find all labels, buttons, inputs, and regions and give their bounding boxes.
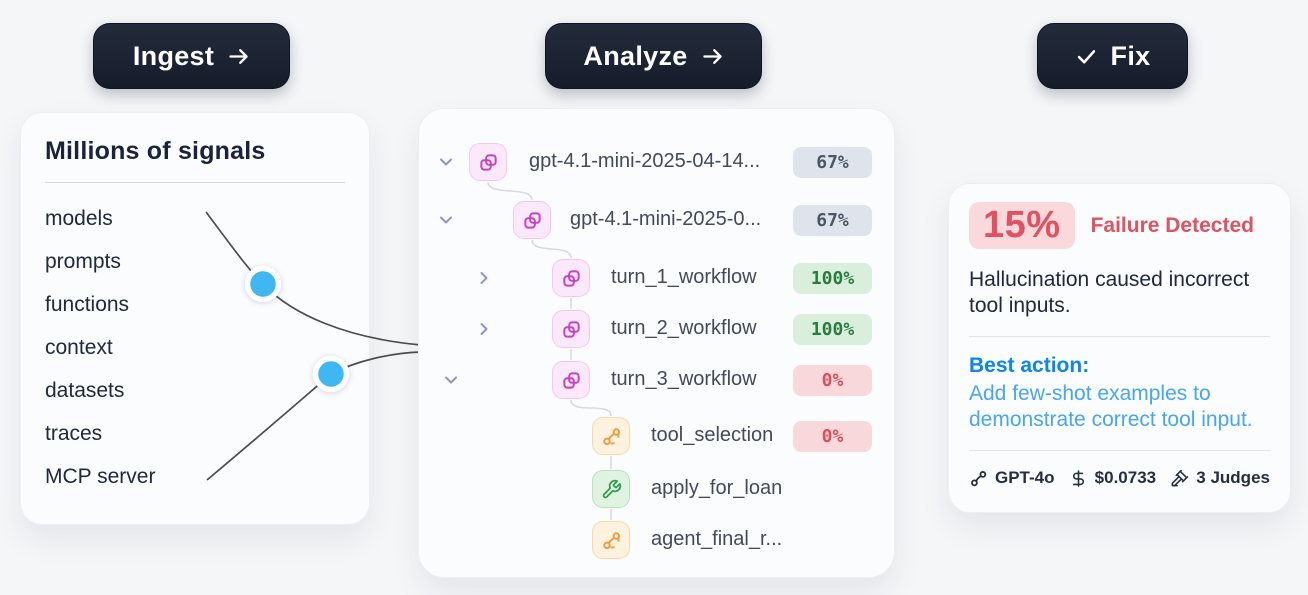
gavel-icon [1170, 469, 1189, 488]
signals-card: Millions of signals models prompts functio… [20, 112, 370, 525]
footer-stat-text: $0.0733 [1094, 468, 1157, 488]
check-icon [1077, 49, 1095, 64]
chevron-down-icon[interactable] [437, 153, 455, 171]
insight-footer: GPT-4o $0.0733 3 Judges [969, 468, 1270, 488]
signal-item: models [45, 206, 113, 230]
chevron-right-icon[interactable] [475, 320, 493, 338]
chevron-down-icon[interactable] [442, 371, 460, 389]
signal-item: traces [45, 421, 103, 445]
signal-item: functions [45, 292, 130, 316]
arrow-right-icon [702, 48, 722, 64]
divider [969, 450, 1270, 452]
failure-detected-label: Failure Detected [1090, 213, 1254, 237]
ingest-label: Ingest [132, 40, 215, 71]
chevron-down-icon[interactable] [437, 211, 455, 229]
best-action-label: Best action: [969, 354, 1090, 378]
trace-tree: gpt-4.1-mini-2025-04-14... 67% gpt-4.1-min… [419, 109, 894, 577]
analyze-button[interactable]: Analyze [545, 23, 762, 89]
footer-stat-text: GPT-4o [995, 468, 1055, 488]
divider [969, 336, 1270, 338]
failure-header: 15% Failure Detected [969, 202, 1270, 249]
signal-item: prompts [45, 249, 121, 273]
divider [45, 182, 345, 183]
fix-label: Fix [1110, 40, 1151, 71]
arrow-right-icon [229, 48, 248, 64]
signal-item: context [45, 335, 113, 359]
model-nodes-icon [969, 469, 988, 488]
dollar-icon [1069, 469, 1088, 488]
tree-connectors [487, 181, 612, 520]
footer-stat: 3 Judges [1170, 468, 1270, 488]
failure-description: Hallucination caused incorrect tool inpu… [969, 268, 1250, 318]
footer-stat: GPT-4o [969, 468, 1055, 488]
signal-item: datasets [45, 378, 125, 402]
footer-stat-text: 3 Judges [1196, 468, 1270, 488]
failure-rate-badge: 15% [969, 202, 1075, 249]
signal-item: MCP server [45, 464, 156, 488]
footer-stat: $0.0733 [1069, 468, 1156, 488]
insight-card: 15% Failure Detected Hallucination cause… [948, 183, 1291, 513]
best-action-text: Add few-shot examples to demonstrate cor… [969, 382, 1253, 432]
ingest-button[interactable]: Ingest [93, 23, 290, 89]
fix-button[interactable]: Fix [1037, 23, 1188, 89]
analyze-label: Analyze [583, 40, 688, 71]
signals-list: models prompts functions context datasets tra… [45, 197, 345, 498]
chevron-right-icon[interactable] [475, 269, 493, 287]
signals-card-title: Millions of signals [45, 137, 266, 165]
trace-tree-card: gpt-4.1-mini-2025-04-14... 67% gpt-4.1-min… [418, 108, 895, 578]
